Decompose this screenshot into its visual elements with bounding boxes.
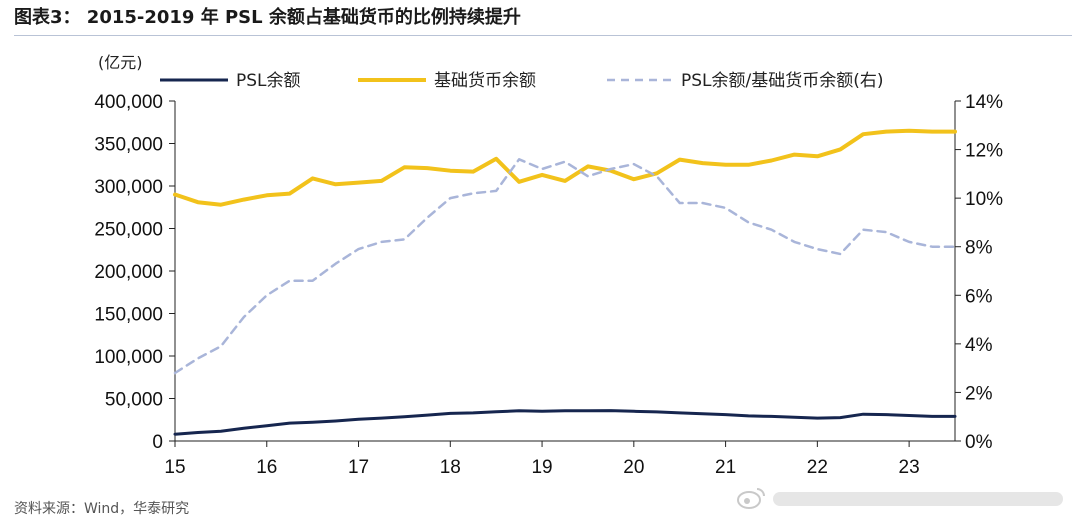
axes: 0 50,000 100,000 150,000 200,000 250,000 300,0… <box>94 92 1003 478</box>
chart-title: 图表3： 2015-2019 年 PSL 余额占基础货币的比例持续提升 <box>14 7 521 28</box>
x-tick-label: 19 <box>531 457 552 478</box>
legend-label-psl-line: PSL余额 <box>236 71 301 91</box>
x-tick-label: 17 <box>348 457 369 478</box>
right-tick-label: 10% <box>965 189 1003 210</box>
left-axis-unit: (亿元) <box>98 53 143 72</box>
x-tick-label: 15 <box>164 457 185 478</box>
title-divider <box>14 35 1072 36</box>
series-lines <box>173 128 957 436</box>
left-tick-label: 50,000 <box>105 390 163 411</box>
right-tick-label: 2% <box>965 383 993 404</box>
right-tick-label: 4% <box>965 335 993 356</box>
right-tick-label: 12% <box>965 141 1003 162</box>
ratio-line <box>173 158 957 375</box>
left-tick-label: 250,000 <box>94 220 163 241</box>
right-tick-label: 6% <box>965 286 993 307</box>
left-tick-label: 150,000 <box>94 305 163 326</box>
legend-label-ratio-line: PSL余额/基础货币余额(右) <box>681 71 884 91</box>
x-tick-label: 23 <box>899 457 920 478</box>
watermark-logo <box>737 488 1063 509</box>
psl-line <box>173 409 957 436</box>
base-money-line <box>173 128 957 207</box>
left-tick-label: 0 <box>152 432 163 453</box>
right-tick-label: 14% <box>965 92 1003 113</box>
weibo-icon <box>737 488 765 509</box>
left-tick-label: 100,000 <box>94 347 163 368</box>
left-tick-label: 350,000 <box>94 135 163 156</box>
x-tick-label: 21 <box>715 457 736 478</box>
left-tick-label: 400,000 <box>94 92 163 113</box>
source-note: 资料来源：Wind，华泰研究 <box>14 501 190 517</box>
right-tick-label: 8% <box>965 238 993 259</box>
x-tick-label: 20 <box>623 457 644 478</box>
right-tick-label: 0% <box>965 432 993 453</box>
legend-label-base-money-line: 基础货币余额 <box>434 71 536 91</box>
x-tick-label: 18 <box>440 457 461 478</box>
left-tick-label: 200,000 <box>94 262 163 283</box>
left-tick-label: 300,000 <box>94 177 163 198</box>
legend: PSL余额 基础货币余额 PSL余额/基础货币余额(右) <box>160 71 884 91</box>
x-tick-label: 16 <box>256 457 277 478</box>
x-tick-label: 22 <box>807 457 828 478</box>
